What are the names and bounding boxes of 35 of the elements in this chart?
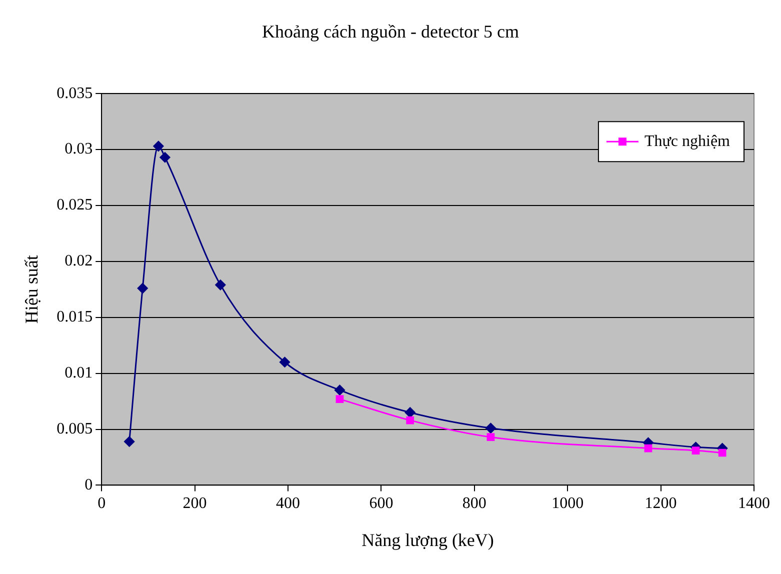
point bbox=[406, 416, 414, 424]
y-axis-title: Hiệu suất bbox=[22, 255, 42, 324]
y-tick-label: 0.03 bbox=[64, 140, 93, 158]
x-tick-label: 400 bbox=[276, 495, 300, 512]
point bbox=[485, 422, 496, 434]
point bbox=[153, 140, 164, 152]
y-tick-label: 0.005 bbox=[56, 420, 93, 438]
x-tick-label: 1000 bbox=[552, 495, 584, 512]
point bbox=[692, 446, 700, 454]
chart-title: Khoảng cách nguồn - detector 5 cm bbox=[262, 22, 519, 42]
x-tick-label: 0 bbox=[98, 495, 106, 512]
point bbox=[486, 433, 495, 442]
x-tick-label: 800 bbox=[462, 495, 486, 512]
point bbox=[404, 407, 416, 418]
point bbox=[644, 444, 652, 452]
y-tick-label: 0.015 bbox=[56, 308, 93, 326]
point bbox=[124, 436, 135, 447]
y-tick-label: 0.01 bbox=[64, 364, 93, 382]
point bbox=[137, 283, 148, 294]
point bbox=[718, 448, 726, 457]
x-tick-label: 200 bbox=[182, 495, 207, 512]
x-tick-label: 1400 bbox=[738, 495, 770, 512]
point bbox=[215, 280, 226, 290]
y-tick-label: 0.025 bbox=[56, 196, 93, 214]
x-tick-label: 600 bbox=[369, 495, 394, 512]
point bbox=[334, 384, 345, 396]
point bbox=[160, 152, 170, 163]
y-tick-label: 0.02 bbox=[64, 252, 93, 270]
point bbox=[336, 395, 344, 403]
x-tick-label: 1200 bbox=[644, 495, 677, 512]
y-tick-label: 0 bbox=[84, 476, 93, 494]
y-tick-label: 0.035 bbox=[56, 84, 93, 102]
legend-label: Thực nghiệm bbox=[644, 132, 731, 150]
x-axis-title: Năng lượng (keV) bbox=[362, 530, 494, 550]
point bbox=[279, 356, 290, 368]
